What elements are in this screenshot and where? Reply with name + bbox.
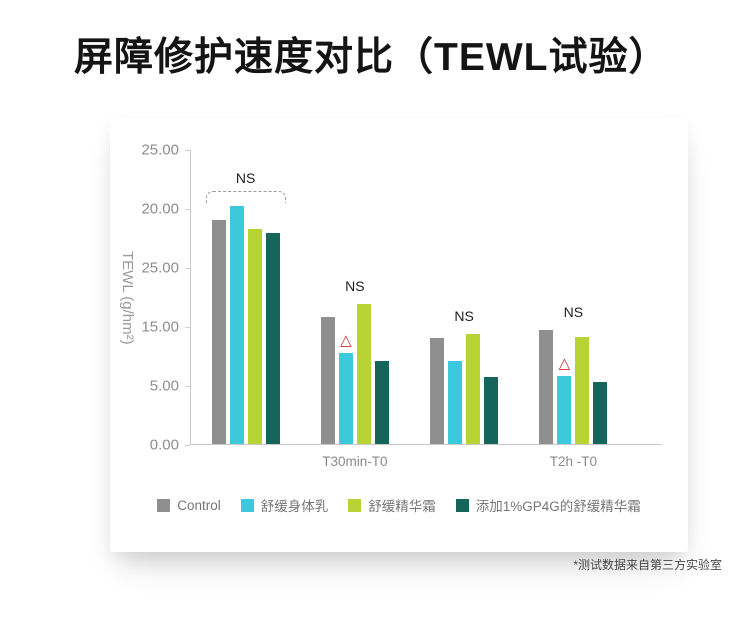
bar — [320, 316, 335, 444]
bar — [484, 376, 499, 444]
y-axis: 25.00 20.00 25.00 15.00 5.00 0.00 — [136, 142, 190, 454]
bar — [593, 381, 608, 444]
bar — [557, 375, 572, 444]
bar-group-2: NS △ T30min-T0 — [320, 150, 389, 469]
legend-swatch — [240, 498, 254, 512]
legend-label: 添加1%GP4G的舒缓精华霜 — [475, 499, 641, 514]
bar — [265, 232, 280, 444]
legend-swatch — [157, 498, 171, 512]
legend-item: 添加1%GP4G的舒缓精华霜 — [455, 495, 641, 515]
tewl-bar-chart: TEWL (g/hm²) 25.00 20.00 25.00 15.00 5.00 0.0… — [114, 142, 662, 469]
legend-item: Control — [157, 498, 221, 513]
delta-marker: △ — [340, 332, 352, 350]
legend-label: Control — [177, 497, 221, 513]
bar — [539, 329, 554, 444]
ns-bracket — [205, 190, 286, 203]
bar — [247, 229, 262, 444]
bar-group-1: NS — [205, 150, 286, 444]
bar — [356, 303, 371, 444]
x-tick-label: T30min-T0 — [322, 454, 388, 469]
bar — [229, 205, 244, 444]
bar — [466, 334, 481, 444]
ns-label: NS — [563, 303, 584, 320]
y-tick-mark — [185, 268, 190, 269]
legend-swatch — [455, 498, 469, 512]
plot-area: NS NS △ T30min-T0 NS NS △ T2h -T0 — [190, 150, 662, 469]
bar — [211, 219, 226, 444]
bar — [338, 353, 353, 444]
y-tick-label: 25.00 — [141, 259, 179, 277]
legend-swatch — [348, 498, 362, 512]
legend-label: 舒缓身体乳 — [260, 499, 329, 514]
y-tick-label: 5.00 — [149, 377, 179, 395]
bar — [374, 361, 389, 444]
bar-group-4: NS △ T2h -T0 — [539, 150, 608, 469]
y-tick-mark — [185, 445, 190, 446]
footnote: *测试数据来自第三方实验室 — [573, 558, 722, 572]
y-tick-mark — [185, 386, 190, 387]
y-tick-mark — [185, 327, 190, 328]
delta-marker: △ — [558, 354, 571, 372]
legend-item: 舒缓精华霜 — [348, 495, 436, 515]
legend-item: 舒缓身体乳 — [240, 495, 329, 515]
x-tick-label: T2h -T0 — [549, 454, 598, 469]
legend-label: 舒缓精华霜 — [368, 499, 436, 514]
ns-label: NS — [454, 308, 474, 325]
bar — [430, 337, 445, 444]
chart-card: TEWL (g/hm²) 25.00 20.00 25.00 15.00 5.00 0.0… — [110, 118, 688, 552]
y-tick-mark — [185, 150, 190, 151]
y-tick-label: 15.00 — [141, 318, 179, 336]
y-tick-label: 0.00 — [149, 436, 179, 454]
legend: Control 舒缓身体乳 舒缓精华霜 添加1%GP4G的舒缓精华霜 — [110, 495, 688, 515]
y-tick-label: 20.00 — [141, 200, 179, 218]
bar — [575, 336, 590, 444]
ns-label: NS — [235, 169, 256, 186]
ns-label: NS — [345, 277, 365, 294]
page-title: 屏障修护速度对比（TEWL试验） — [74, 36, 669, 79]
y-tick-mark — [185, 209, 190, 210]
bar — [448, 361, 463, 444]
bar-group-3: NS — [430, 150, 499, 444]
y-axis-title: TEWL (g/hm²) — [119, 250, 136, 345]
y-tick-label: 25.00 — [141, 141, 179, 159]
